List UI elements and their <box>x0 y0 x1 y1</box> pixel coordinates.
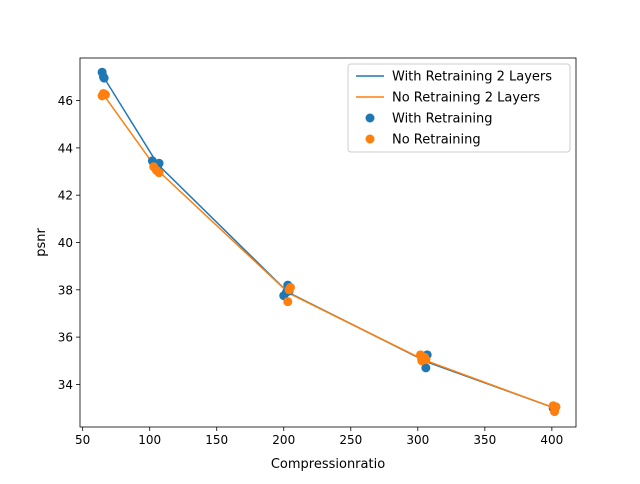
series-layer <box>97 67 561 417</box>
x-tick-label: 300 <box>406 433 429 447</box>
y-tick-label: 40 <box>58 236 73 250</box>
scatter-point <box>100 90 110 100</box>
x-tick-label: 100 <box>138 433 161 447</box>
y-tick-label: 38 <box>58 283 73 297</box>
x-tick-label: 350 <box>473 433 496 447</box>
legend-marker-swatch <box>365 134 375 144</box>
legend-marker-swatch <box>365 113 375 123</box>
x-tick-label: 250 <box>339 433 362 447</box>
scatter-point <box>283 297 293 307</box>
plot-area <box>79 57 577 428</box>
legend-box <box>347 63 571 153</box>
y-axis-label: psnr <box>34 228 49 257</box>
x-tick-label: 400 <box>540 433 563 447</box>
y-tick-label: 46 <box>58 94 73 108</box>
legend: With Retraining 2 Layers No Retraining 2 … <box>347 63 571 153</box>
x-axis-ticks: 50 100 150 200 250 300 350 400 <box>75 427 563 447</box>
scatter-point <box>154 168 164 178</box>
legend-label: With Retraining 2 Layers <box>392 70 552 85</box>
scatter-point <box>421 355 431 365</box>
scatter-point <box>421 363 431 373</box>
x-tick-label: 150 <box>205 433 228 447</box>
y-axis-ticks: 34 36 38 40 42 44 46 <box>58 94 80 392</box>
y-tick-label: 36 <box>58 331 73 345</box>
x-tick-label: 200 <box>272 433 295 447</box>
legend-label: With Retraining <box>392 112 492 127</box>
scatter-point <box>285 282 295 292</box>
y-tick-label: 44 <box>58 141 73 155</box>
legend-label: No Retraining <box>392 133 481 148</box>
y-tick-label: 42 <box>58 189 73 203</box>
y-tick-label: 34 <box>58 378 73 392</box>
scatter-point <box>551 402 561 412</box>
legend-label: No Retraining 2 Layers <box>392 91 540 106</box>
x-axis-label: Compressionratio <box>271 457 385 472</box>
x-tick-label: 50 <box>75 433 90 447</box>
scatter-point <box>99 73 109 83</box>
